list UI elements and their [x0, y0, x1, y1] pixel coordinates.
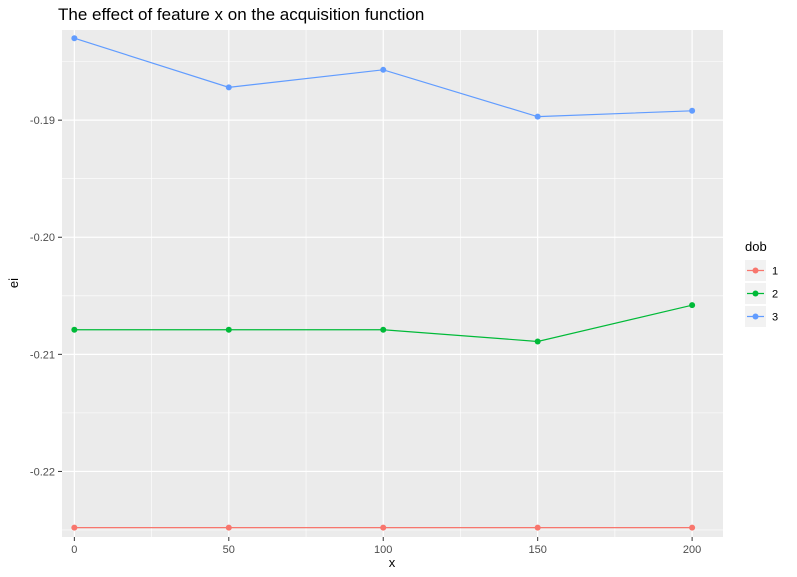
- x-tick-label: 0: [71, 544, 77, 556]
- legend-title: dob: [745, 239, 767, 254]
- y-tick-label: -0.21: [30, 349, 55, 361]
- series-point-2: [71, 326, 78, 333]
- grid-major: [62, 30, 723, 537]
- series-point-2: [380, 326, 387, 333]
- series-point-3: [225, 84, 232, 91]
- y-tick-label: -0.22: [30, 466, 55, 478]
- series-point-2: [534, 338, 541, 345]
- series-layer: [71, 35, 696, 531]
- series-point-1: [534, 524, 541, 531]
- x-axis-ticks: 0 50 100 150 200: [71, 537, 701, 556]
- legend: dob 1 2 3: [745, 239, 778, 327]
- x-tick-label: 100: [374, 544, 392, 556]
- y-tick-label: -0.20: [30, 232, 55, 244]
- series-point-2: [225, 326, 232, 333]
- x-tick-label: 150: [528, 544, 546, 556]
- series-point-1: [71, 524, 78, 531]
- series-point-1: [225, 524, 232, 531]
- series-point-1: [380, 524, 387, 531]
- series-point-1: [689, 524, 696, 531]
- legend-key-point: [752, 313, 759, 320]
- legend-label: 2: [772, 289, 778, 301]
- legend-key-point: [752, 290, 759, 297]
- x-tick-label: 50: [223, 544, 235, 556]
- grid-minor: [62, 30, 723, 537]
- legend-label: 1: [772, 266, 778, 278]
- y-tick-label: -0.19: [30, 115, 55, 127]
- x-axis-title: x: [389, 555, 396, 570]
- series-point-3: [689, 107, 696, 114]
- legend-key-point: [752, 267, 759, 274]
- series-point-2: [689, 302, 696, 309]
- series-point-3: [380, 66, 387, 73]
- legend-label: 3: [772, 312, 778, 324]
- plot-panel: [62, 30, 723, 537]
- y-axis-ticks: -0.19 -0.20 -0.21 -0.22: [30, 115, 62, 478]
- series-point-3: [534, 113, 541, 120]
- series-point-3: [71, 35, 78, 42]
- y-axis-title: ei: [6, 278, 21, 288]
- chart-title: The effect of feature x on the acquisiti…: [58, 5, 424, 24]
- x-tick-label: 200: [683, 544, 701, 556]
